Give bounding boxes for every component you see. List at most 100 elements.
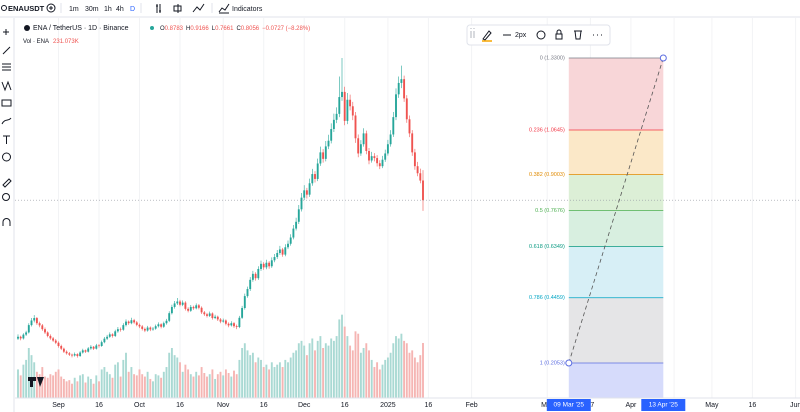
candle-body (416, 166, 419, 174)
volume-bar (173, 355, 176, 398)
zoom-tool[interactable] (2, 193, 10, 201)
volume-bar (311, 338, 314, 398)
volume-bar (343, 326, 346, 398)
fib-handle[interactable] (659, 54, 667, 62)
lock-button[interactable] (555, 29, 563, 40)
candle-body (330, 129, 333, 141)
x-tick-label: Sep (52, 402, 65, 409)
volume-bar (89, 378, 92, 398)
candle-body (227, 323, 230, 326)
candle-body (127, 321, 130, 324)
candles-icon[interactable] (173, 4, 182, 13)
legend-ohlc: O0.8783 H0.9166 L0.7661 C0.8056 −0.0727 (−8.… (160, 26, 310, 32)
indicators-button[interactable]: Indicators (232, 6, 263, 13)
volume-bar (303, 345, 306, 398)
candle-body (224, 320, 227, 324)
volume-bar (278, 362, 281, 398)
volume-bar (192, 376, 195, 398)
volume-bar (95, 375, 98, 398)
candle-body (281, 249, 284, 255)
time-axis: Sep16Oct16Nov16Dec16202516FebMar17Apr17M… (52, 399, 800, 411)
prediction-tool[interactable] (1, 99, 12, 107)
candle-body (368, 151, 370, 161)
candle-body (214, 316, 217, 319)
line-icon[interactable] (192, 3, 205, 13)
volume-bar (273, 367, 276, 398)
settings-button[interactable] (536, 30, 546, 40)
timeframe[interactable]: 4h (116, 6, 124, 13)
candle-body (52, 338, 55, 341)
text-tool[interactable] (3, 135, 10, 144)
candle-body (122, 325, 125, 330)
line-width[interactable]: 2px (515, 32, 527, 39)
delete-button[interactable] (574, 30, 582, 40)
candle-body (219, 319, 222, 322)
trendline-tool[interactable] (2, 46, 11, 55)
ohlc-value: 0.8783 (165, 26, 184, 32)
timeframe-active[interactable]: D (130, 6, 135, 13)
bars-icon[interactable] (156, 4, 161, 13)
volume-title: Vol · ENA (23, 39, 49, 45)
fib-label: 0.236 (1.0645) (529, 127, 565, 133)
volume-bar (257, 357, 260, 398)
candle-body (62, 348, 65, 352)
volume-bar (214, 378, 217, 398)
volume-bar (73, 377, 76, 398)
volume-bar (71, 383, 73, 398)
measure-tool[interactable] (2, 178, 12, 188)
candle-body (389, 134, 392, 145)
pattern-tool[interactable] (1, 80, 12, 92)
candle-body (100, 342, 103, 346)
volume-bar (370, 359, 373, 398)
fib-zone (568, 297, 664, 363)
fib-tool[interactable] (2, 63, 11, 71)
candle-body (41, 325, 44, 330)
volume-bar (130, 367, 133, 398)
magnet-tool[interactable] (2, 218, 11, 227)
timeframe[interactable]: 1h (104, 6, 112, 13)
volume-bar (314, 350, 316, 398)
indicators-icon[interactable] (218, 3, 230, 14)
volume-bar (146, 371, 149, 398)
candle-body (260, 263, 262, 269)
candle-body (92, 346, 95, 349)
left-toolbar (0, 18, 14, 412)
candle-body (332, 119, 335, 130)
candle-body (68, 353, 71, 355)
volume-bar (365, 343, 368, 398)
candle-body (35, 318, 38, 324)
volume-bar (60, 376, 63, 398)
candle-body (184, 302, 187, 309)
volume-bar (386, 357, 389, 398)
candle-body (65, 351, 68, 354)
candle-body (54, 340, 57, 343)
search-icon[interactable] (1, 5, 7, 11)
color-button[interactable] (482, 30, 492, 41)
symbol[interactable]: ENAUSDT (8, 4, 45, 13)
volume-bar (22, 364, 25, 398)
volume-bar (389, 352, 392, 398)
candle-body (160, 324, 163, 327)
volume-bar (127, 371, 130, 398)
candle-body (57, 342, 60, 346)
timeframe[interactable]: 1m (69, 6, 79, 13)
volume-bar (281, 367, 284, 398)
emoji-tool[interactable] (2, 152, 11, 162)
candle-body (211, 313, 214, 319)
volume-bar (297, 343, 300, 398)
drag-handle (470, 28, 475, 38)
candle-body (154, 326, 157, 329)
volume-bar (62, 378, 65, 398)
fib-handle[interactable] (565, 359, 573, 367)
brush-tool[interactable] (1, 117, 12, 125)
volume-bar (168, 352, 171, 398)
candle-body (305, 190, 308, 195)
candle-body (95, 345, 98, 349)
volume-bar (395, 336, 397, 398)
candle-body (146, 327, 149, 331)
compare-button[interactable] (46, 3, 56, 13)
timeframe[interactable]: 30m (85, 6, 99, 13)
crosshair-tool[interactable] (3, 29, 9, 35)
candle-body (187, 308, 190, 311)
